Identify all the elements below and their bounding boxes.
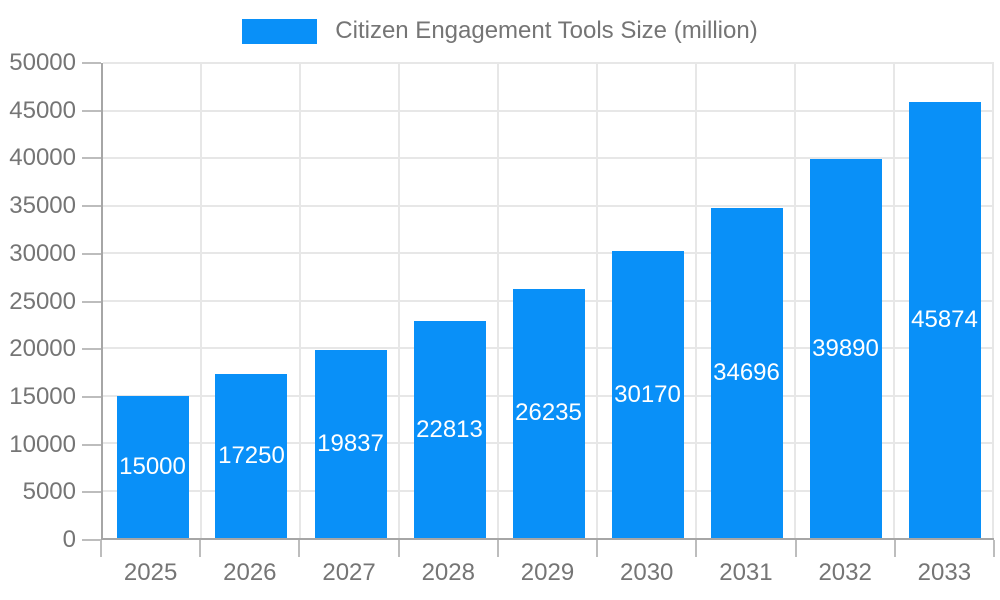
y-tick [82, 491, 101, 494]
x-tick-label: 2031 [719, 559, 773, 586]
bar[interactable]: 39890 [809, 159, 882, 538]
chart-legend: Citizen Engagement Tools Size (million) [0, 17, 1000, 45]
x-gridline [992, 63, 994, 538]
y-tick [82, 157, 101, 160]
bar-value-label: 39890 [812, 334, 879, 362]
plot-area: 15000 17250 19837 22813 26235 30170 34696 39890… [101, 62, 994, 540]
y-tick-label: 45000 [9, 96, 76, 124]
x-tick [298, 540, 301, 557]
x-tick [993, 540, 995, 557]
bar[interactable]: 22813 [413, 321, 486, 538]
x-gridline [694, 63, 697, 538]
y-gridline [103, 204, 994, 207]
legend-swatch [242, 18, 318, 44]
bar[interactable]: 17250 [215, 374, 288, 538]
y-gridline [103, 109, 994, 112]
bar[interactable]: 34696 [710, 208, 783, 538]
bar-value-label: 17250 [218, 442, 285, 470]
x-tick [199, 540, 202, 557]
bar-value-label: 34696 [713, 359, 780, 387]
y-tick [82, 109, 101, 112]
x-tick [893, 540, 896, 557]
x-tick-label: 2030 [620, 559, 674, 586]
x-tick-label: 2027 [322, 559, 376, 586]
y-gridline [103, 252, 994, 254]
bar[interactable]: 15000 [116, 395, 189, 538]
y-gridline [103, 62, 994, 64]
x-tick [100, 540, 102, 557]
x-gridline [596, 63, 598, 538]
y-tick [82, 252, 101, 255]
x-tick [794, 540, 797, 557]
bar-value-label: 19837 [317, 429, 384, 457]
bar[interactable]: 45874 [908, 102, 981, 538]
y-tick-label: 10000 [9, 430, 76, 458]
y-tick [82, 395, 101, 398]
y-tick [82, 62, 101, 64]
y-tick-label: 30000 [9, 239, 76, 267]
y-tick-label: 35000 [9, 192, 76, 220]
y-tick-label: 0 [62, 526, 76, 553]
y-tick-label: 20000 [9, 335, 76, 363]
y-tick-label: 5000 [22, 478, 76, 506]
bar[interactable]: 19837 [314, 349, 387, 538]
bar-value-label: 45874 [911, 306, 978, 334]
x-tick [695, 540, 698, 557]
y-tick [82, 300, 101, 303]
x-gridline [397, 63, 400, 538]
bar-value-label: 15000 [119, 452, 186, 480]
legend-item[interactable]: Citizen Engagement Tools Size (million) [242, 17, 758, 45]
x-tick-label: 2033 [917, 559, 972, 586]
x-tick-label: 2025 [123, 559, 178, 586]
y-tick-label: 40000 [9, 144, 76, 172]
y-tick-label: 15000 [9, 382, 76, 410]
x-tick-label: 2029 [520, 559, 575, 586]
bar[interactable]: 26235 [512, 288, 585, 538]
bar-value-label: 26235 [515, 399, 582, 427]
x-gridline [794, 63, 796, 538]
y-tick [82, 443, 101, 446]
y-tick-label: 50000 [9, 49, 76, 76]
x-gridline [496, 63, 499, 538]
x-tick [397, 540, 400, 557]
x-tick [596, 540, 599, 557]
x-gridline [199, 63, 202, 538]
y-gridline [103, 157, 994, 159]
y-tick [82, 205, 101, 208]
x-tick-label: 2028 [421, 559, 475, 586]
bar-value-label: 22813 [416, 415, 483, 443]
bar-value-label: 30170 [614, 380, 681, 408]
x-gridline [298, 63, 301, 538]
y-tick [82, 348, 101, 351]
x-gridline [892, 63, 895, 538]
x-tick [496, 540, 499, 557]
bar[interactable]: 30170 [611, 251, 684, 538]
legend-label: Citizen Engagement Tools Size (million) [335, 17, 758, 44]
y-tick [82, 539, 101, 541]
y-tick-label: 25000 [9, 287, 76, 315]
x-tick-label: 2032 [818, 559, 872, 586]
x-tick-label: 2026 [223, 559, 277, 586]
